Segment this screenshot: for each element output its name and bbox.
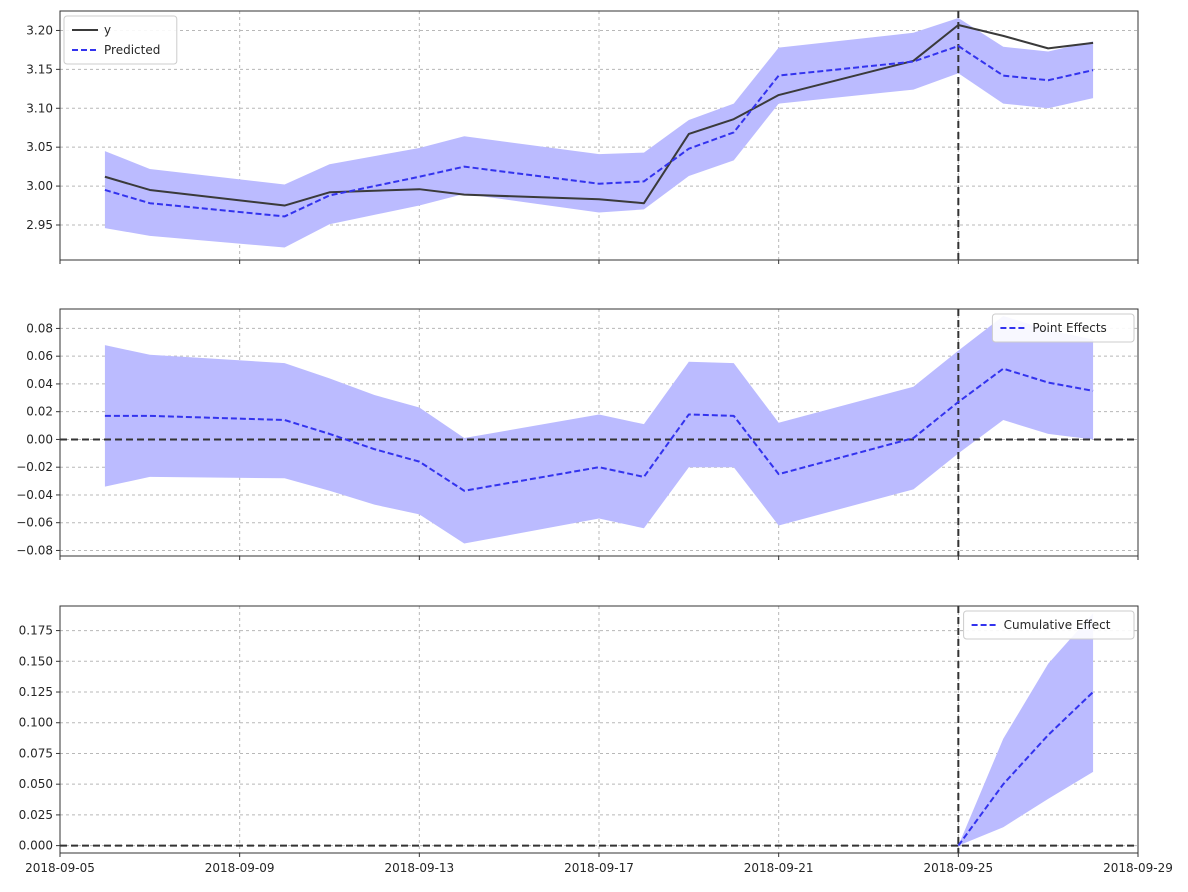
y-tick-label: 3.00	[26, 179, 53, 193]
panel-3: 0.000 0.025 0.050 0.075 0.100 0.125 0.150 0.175…	[19, 605, 1173, 875]
y-tick-label: 0.075	[19, 746, 53, 760]
x-tick-label: 2018-09-05	[25, 861, 95, 875]
series-line-point-effects	[104, 367, 1094, 492]
y-tick-label: 0.04	[26, 377, 53, 391]
legend-box	[963, 610, 1135, 640]
legend: Cumulative Effect	[963, 610, 1135, 640]
y-tick-label: 0.06	[26, 349, 53, 363]
legend: Point Effects	[991, 313, 1135, 343]
panel-2: −0.08 −0.06 −0.04 −0.02 0.00 0.02 0.04 0.06 0.08…	[16, 308, 1139, 560]
y-tick-label: 0.100	[19, 716, 53, 730]
x-tick-label: 2018-09-25	[923, 861, 993, 875]
series-line-cumulative-effect	[957, 691, 1094, 847]
y-tick-label: 0.02	[26, 405, 53, 419]
y-tick-label: 3.15	[26, 62, 53, 76]
y-tick-label: 0.050	[19, 777, 53, 791]
y-tick-label: −0.02	[16, 460, 53, 474]
y-tick-label: 0.08	[26, 321, 53, 335]
y-tick-label: 3.05	[26, 140, 53, 154]
legend-label: Cumulative Effect	[1004, 618, 1111, 632]
x-tick-label: 2018-09-17	[564, 861, 634, 875]
legend-box	[63, 15, 178, 65]
x-tick-label: 2018-09-21	[744, 861, 814, 875]
x-tick-label: 2018-09-29	[1103, 861, 1173, 875]
y-tick-label: 3.10	[26, 101, 53, 115]
y-tick-label: 0.125	[19, 685, 53, 699]
y-tick-label: 0.000	[19, 839, 53, 853]
legend-label: Predicted	[104, 43, 160, 57]
legend-label: y	[104, 23, 111, 37]
y-tick-label: 2.95	[26, 218, 53, 232]
panel-1: 2.95 3.00 3.05 3.10 3.15 3.20 y Predicted	[26, 10, 1139, 264]
y-tick-label: −0.04	[16, 488, 53, 502]
confidence-band	[958, 613, 1094, 846]
y-tick-label: −0.08	[16, 543, 53, 557]
legend-box	[991, 313, 1135, 343]
y-tick-label: 0.025	[19, 808, 53, 822]
y-tick-label: 0.175	[19, 624, 53, 638]
x-tick-label: 2018-09-13	[384, 861, 454, 875]
y-tick-label: 3.20	[26, 23, 53, 37]
y-tick-label: −0.06	[16, 516, 53, 530]
legend-label: Point Effects	[1032, 321, 1106, 335]
series-line-y	[104, 24, 1094, 207]
series-line-predicted	[104, 45, 1094, 218]
legend: y Predicted	[63, 15, 178, 65]
y-tick-label: 0.00	[26, 432, 53, 446]
y-tick-label: 0.150	[19, 654, 53, 668]
x-tick-label: 2018-09-09	[205, 861, 275, 875]
confidence-band	[104, 315, 1094, 544]
